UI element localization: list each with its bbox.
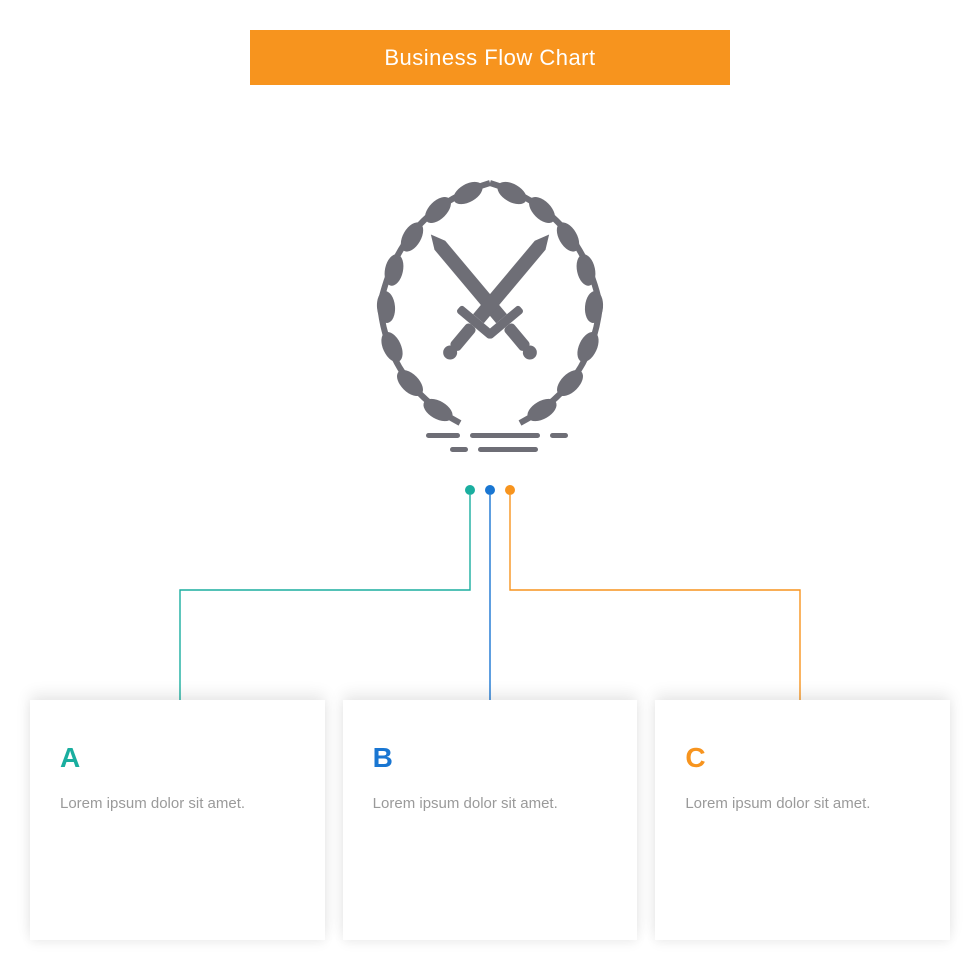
card-b: B Lorem ipsum dolor sit amet.	[343, 700, 638, 940]
crossed-swords-laurel-icon	[340, 155, 640, 455]
card-text-a: Lorem ipsum dolor sit amet.	[60, 792, 295, 815]
card-text-c: Lorem ipsum dolor sit amet.	[685, 792, 920, 815]
card-letter-c: C	[685, 742, 920, 774]
header-title-bar: Business Flow Chart	[250, 30, 730, 85]
connector-dot	[505, 485, 515, 495]
cards-row: A Lorem ipsum dolor sit amet. B Lorem ip…	[30, 700, 950, 940]
connector-dot	[465, 485, 475, 495]
card-text-b: Lorem ipsum dolor sit amet.	[373, 792, 608, 815]
card-letter-b: B	[373, 742, 608, 774]
card-c: C Lorem ipsum dolor sit amet.	[655, 700, 950, 940]
header-title: Business Flow Chart	[384, 45, 595, 71]
card-a: A Lorem ipsum dolor sit amet.	[30, 700, 325, 940]
connector-dot	[485, 485, 495, 495]
card-letter-a: A	[60, 742, 295, 774]
